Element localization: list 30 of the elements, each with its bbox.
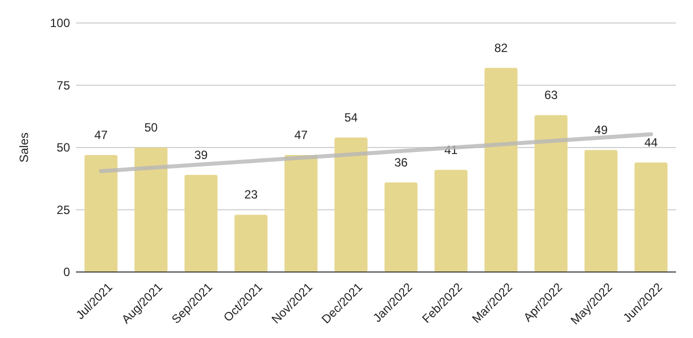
y-tick-label: 75 bbox=[56, 78, 70, 92]
y-tick-label: 50 bbox=[56, 140, 70, 155]
y-tick-label: 0 bbox=[63, 265, 70, 280]
bar bbox=[584, 150, 618, 272]
bar bbox=[434, 170, 468, 272]
bar bbox=[384, 182, 418, 272]
data-label: 39 bbox=[194, 148, 208, 162]
data-label: 36 bbox=[394, 155, 408, 170]
data-label: 82 bbox=[494, 40, 508, 55]
bar bbox=[484, 68, 518, 272]
bar bbox=[634, 162, 668, 272]
data-label: 23 bbox=[244, 188, 258, 202]
data-label: 63 bbox=[544, 88, 558, 102]
y-tick-label: 25 bbox=[56, 202, 70, 217]
y-axis-title: Sales bbox=[17, 132, 31, 163]
bar bbox=[534, 115, 568, 272]
bar bbox=[334, 138, 368, 272]
data-label: 47 bbox=[94, 128, 108, 142]
bar bbox=[84, 154, 118, 272]
bar bbox=[184, 174, 218, 272]
bar bbox=[234, 214, 268, 272]
data-label: 47 bbox=[294, 128, 308, 142]
data-label: 49 bbox=[594, 122, 608, 137]
data-label: 44 bbox=[644, 135, 658, 150]
y-tick-label: 100 bbox=[50, 16, 70, 30]
data-label: 50 bbox=[144, 120, 158, 134]
data-label: 54 bbox=[344, 110, 358, 125]
bar bbox=[134, 148, 168, 272]
data-label: 41 bbox=[444, 142, 458, 157]
bar bbox=[284, 154, 318, 272]
